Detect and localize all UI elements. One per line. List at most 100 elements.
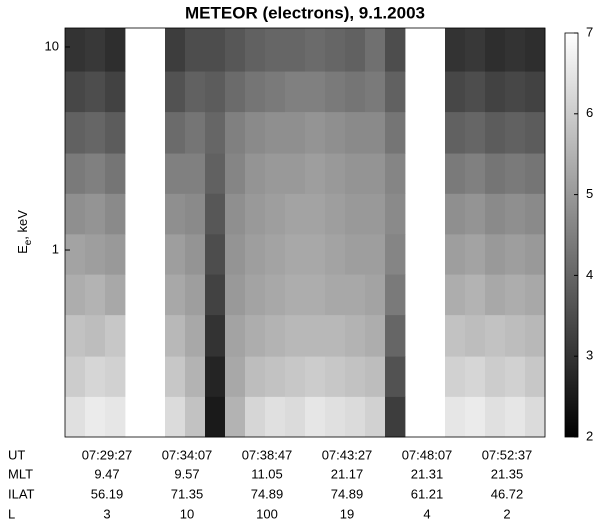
cell — [65, 314, 86, 357]
cell — [225, 111, 246, 154]
colorbar-tick-label: 2 — [586, 428, 593, 443]
cell — [105, 314, 126, 357]
cell — [185, 356, 206, 397]
cell — [325, 28, 346, 72]
cell — [85, 111, 106, 154]
cell — [225, 314, 246, 357]
cell — [205, 396, 226, 438]
cell — [365, 356, 386, 397]
cell — [185, 314, 206, 357]
cell — [465, 193, 486, 235]
cell — [465, 28, 486, 72]
cell — [505, 28, 526, 72]
cell — [485, 28, 506, 72]
cell — [325, 111, 346, 154]
cell — [365, 71, 386, 113]
cell — [445, 28, 466, 72]
cell — [225, 153, 246, 194]
cell — [245, 193, 266, 235]
cell — [445, 71, 466, 113]
cell — [265, 356, 286, 397]
row-value: 07:43:27 — [322, 447, 373, 462]
cell — [285, 28, 306, 72]
colorbar-tick-label: 4 — [586, 267, 593, 282]
cell — [265, 274, 286, 316]
cell — [345, 356, 366, 397]
cell — [345, 233, 366, 275]
cell — [385, 233, 406, 275]
cell — [345, 274, 366, 316]
cell — [465, 396, 486, 438]
cell — [525, 396, 546, 438]
row-label: L — [8, 506, 15, 521]
cell — [525, 111, 546, 154]
cell — [345, 193, 366, 235]
cell — [445, 153, 466, 194]
cell — [525, 233, 546, 275]
cell — [85, 153, 106, 194]
cell — [385, 193, 406, 235]
cell — [385, 71, 406, 113]
cell — [105, 71, 126, 113]
row-value: 07:29:27 — [82, 447, 133, 462]
cell — [205, 28, 226, 72]
cell — [65, 356, 86, 397]
colorbar-tick-label: 6 — [586, 105, 593, 120]
cell — [305, 356, 326, 397]
cell — [305, 274, 326, 316]
y-axis-label: Ee, keV — [15, 210, 33, 254]
cell — [265, 153, 286, 194]
cell — [525, 153, 546, 194]
row-value: 21.17 — [331, 466, 364, 481]
cell — [365, 193, 386, 235]
cell — [185, 396, 206, 438]
cell — [385, 28, 406, 72]
cell — [345, 28, 366, 72]
cell — [445, 193, 466, 235]
cell — [445, 396, 466, 438]
cell — [65, 153, 86, 194]
cell — [365, 314, 386, 357]
cell — [325, 193, 346, 235]
row-value: 61.21 — [411, 486, 444, 501]
cell — [65, 71, 86, 113]
cell — [85, 356, 106, 397]
row-value: 46.72 — [491, 486, 524, 501]
cell — [465, 71, 486, 113]
row-value: 07:38:47 — [242, 447, 293, 462]
cell — [385, 153, 406, 194]
cell — [505, 314, 526, 357]
cell — [305, 396, 326, 438]
cell — [505, 153, 526, 194]
cell — [305, 193, 326, 235]
cell — [265, 28, 286, 72]
colorbar-tick-label: 5 — [586, 186, 593, 201]
cell — [185, 153, 206, 194]
cell — [345, 153, 366, 194]
cell — [445, 274, 466, 316]
cell — [165, 193, 186, 235]
cell — [245, 111, 266, 154]
cell — [365, 111, 386, 154]
row-value: 100 — [256, 506, 278, 521]
cell — [285, 356, 306, 397]
cell — [285, 153, 306, 194]
cell — [485, 356, 506, 397]
cell — [225, 356, 246, 397]
cell — [285, 274, 306, 316]
row-value: 19 — [340, 506, 354, 521]
cell — [265, 233, 286, 275]
cell — [305, 153, 326, 194]
cell — [525, 28, 546, 72]
cell — [265, 314, 286, 357]
cell — [325, 233, 346, 275]
cell — [185, 274, 206, 316]
row-value: 4 — [423, 506, 430, 521]
cell — [385, 111, 406, 154]
row-label: ILAT — [8, 486, 35, 501]
cell — [165, 314, 186, 357]
row-value: 74.89 — [331, 486, 364, 501]
row-value: 3 — [103, 506, 110, 521]
cell — [525, 71, 546, 113]
cell — [265, 71, 286, 113]
